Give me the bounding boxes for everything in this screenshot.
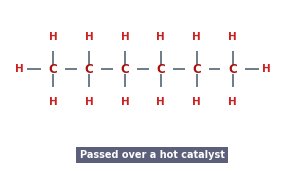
Text: H: H	[85, 32, 93, 42]
Text: C: C	[85, 63, 93, 76]
Text: C: C	[157, 63, 165, 76]
Text: H: H	[228, 32, 237, 42]
Text: C: C	[121, 63, 129, 76]
Text: H: H	[157, 32, 165, 42]
Text: H: H	[49, 96, 57, 107]
Text: H: H	[85, 96, 93, 107]
Text: H: H	[192, 96, 201, 107]
Text: Passed over a hot catalyst: Passed over a hot catalyst	[80, 150, 224, 160]
Text: H: H	[262, 64, 271, 74]
Text: C: C	[192, 63, 201, 76]
Text: H: H	[192, 32, 201, 42]
Text: H: H	[15, 64, 24, 74]
Text: H: H	[121, 32, 129, 42]
Text: H: H	[228, 96, 237, 107]
Text: H: H	[121, 96, 129, 107]
Text: H: H	[157, 96, 165, 107]
Text: C: C	[228, 63, 237, 76]
Text: C: C	[49, 63, 57, 76]
Text: H: H	[49, 32, 57, 42]
